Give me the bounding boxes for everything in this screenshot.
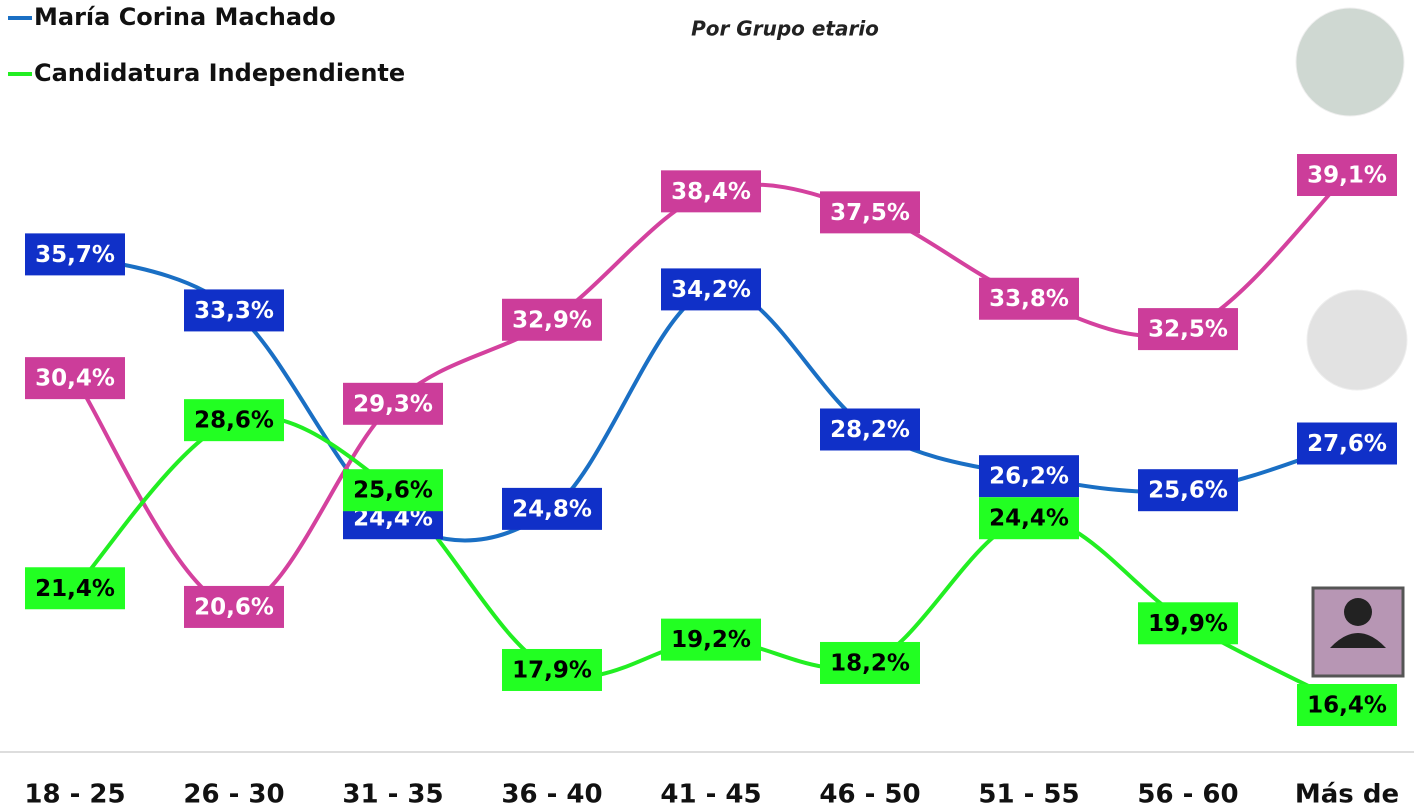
series-line: [73, 414, 1348, 707]
value-label-box: [820, 191, 920, 234]
value-label-box: [184, 399, 284, 442]
value-label-box: [502, 298, 602, 341]
value-label: 19,9%: [1148, 611, 1228, 637]
value-label: 34,2%: [671, 277, 751, 303]
value-label: 25,6%: [1148, 478, 1228, 504]
x-tick-label: 41 - 45: [660, 780, 761, 810]
x-tick-label: 31 - 35: [342, 780, 443, 810]
value-label-box: [184, 585, 284, 628]
value-label: 29,3%: [353, 391, 433, 417]
value-label: 25,6%: [353, 478, 433, 504]
value-label-box: [502, 648, 602, 691]
value-label-box: [1297, 422, 1397, 465]
chart-subtitle: Por Grupo etario: [691, 17, 879, 41]
value-label-box: [820, 408, 920, 451]
value-label-box: [25, 567, 125, 610]
value-label-box: [502, 487, 602, 530]
x-tick-label: 36 - 40: [501, 780, 602, 810]
value-label: 28,2%: [830, 417, 910, 443]
value-label: 35,7%: [35, 242, 115, 268]
value-label-box: [1138, 308, 1238, 351]
value-label: 32,5%: [1148, 317, 1228, 343]
x-tick-label: 51 - 55: [978, 780, 1079, 810]
x-tick-label: Más de: [1295, 780, 1399, 810]
x-tick-label: 56 - 60: [1137, 780, 1238, 810]
value-label-box: [1297, 154, 1397, 196]
value-label-box: [25, 233, 125, 276]
value-label-box: [1297, 684, 1397, 726]
candidate-icon-head: [1344, 598, 1372, 626]
series-line: [73, 173, 1349, 609]
legend-label: Candidatura Independiente: [34, 59, 405, 87]
legend-label: María Corina Machado: [34, 3, 336, 31]
value-label: 32,9%: [512, 307, 592, 333]
value-label: 16,4%: [1307, 693, 1387, 719]
value-label: 30,4%: [35, 366, 115, 392]
x-tick-label: 26 - 30: [183, 780, 284, 810]
value-label-box: [1138, 469, 1238, 512]
value-label-box: [820, 641, 920, 684]
value-label-box: [184, 289, 284, 332]
value-label-box: [661, 268, 761, 311]
value-label-box: [343, 382, 443, 425]
value-label-box: [1138, 602, 1238, 645]
value-label: 39,1%: [1307, 163, 1387, 189]
value-label-box: [343, 469, 443, 512]
candidate-photo: [1295, 7, 1405, 117]
value-label: 38,4%: [671, 179, 751, 205]
value-label: 18,2%: [830, 650, 910, 676]
candidate-photo: [1306, 289, 1408, 391]
x-tick-label: 18 - 25: [24, 780, 125, 810]
value-label-box: [979, 455, 1079, 498]
value-label: 26,2%: [989, 464, 1069, 490]
value-label-box: [979, 497, 1079, 540]
value-label-box: [661, 170, 761, 213]
candidate-icon-body: [1330, 633, 1386, 648]
value-label: 37,5%: [830, 200, 910, 226]
value-label-box: [25, 357, 125, 400]
value-label: 20,6%: [194, 594, 274, 620]
value-label: 33,3%: [194, 298, 274, 324]
value-label: 33,8%: [989, 286, 1069, 312]
value-label: 27,6%: [1307, 431, 1387, 457]
value-label: 21,4%: [35, 576, 115, 602]
x-tick-label: 46 - 50: [819, 780, 920, 810]
value-label: 28,6%: [194, 408, 274, 434]
value-label-box: [661, 618, 761, 661]
value-label: 19,2%: [671, 627, 751, 653]
value-label-box: [979, 277, 1079, 320]
value-label: 24,4%: [989, 506, 1069, 532]
value-label: 17,9%: [512, 657, 592, 683]
value-label: 24,8%: [512, 496, 592, 522]
